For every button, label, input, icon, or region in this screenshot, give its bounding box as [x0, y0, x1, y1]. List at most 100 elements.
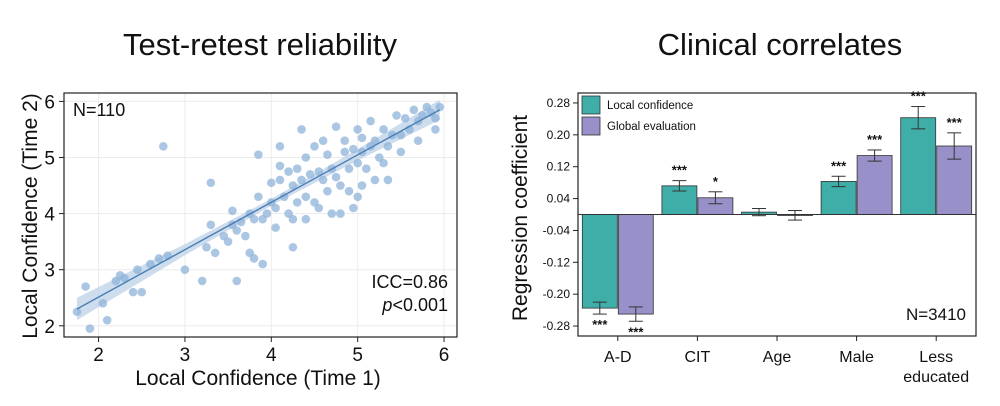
scatter-point-38 — [271, 203, 280, 213]
scatter-point-108 — [275, 161, 285, 171]
scatter-point-39 — [271, 223, 280, 232]
scatter-point-3 — [98, 299, 108, 308]
scatter-point-15 — [180, 265, 190, 274]
scatter-y-ticks: 2 3 4 5 6 — [44, 92, 64, 338]
scatter-point-66 — [331, 122, 341, 131]
scatter-y-tick-label-3: 5 — [44, 149, 55, 170]
bar-y-tick-label-5: -0.12 — [543, 255, 571, 269]
scatter-point-71 — [344, 164, 354, 174]
scatter-point-109 — [228, 206, 237, 216]
bar-error-bars — [592, 106, 962, 322]
scatter-point-96 — [413, 136, 423, 145]
scatter-point-47 — [292, 164, 302, 174]
bar-y-tick-label-6: -0.20 — [543, 287, 571, 301]
scatter-point-52 — [301, 214, 311, 224]
significance-0-1: *** — [628, 324, 644, 339]
scatter-point-46 — [288, 214, 298, 224]
bar-a-d-series-0 — [581, 214, 618, 309]
scatter-point-105 — [245, 248, 255, 258]
scatter-point-34 — [258, 259, 267, 269]
scatter-point-89 — [392, 111, 401, 120]
scatter-point-60 — [318, 136, 328, 145]
scatter-point-72 — [344, 186, 354, 196]
legend-swatch-0 — [581, 95, 601, 115]
scatter-point-59 — [318, 175, 328, 185]
significance-3-0: *** — [831, 158, 847, 173]
scatter-point-73 — [349, 144, 358, 154]
legend-label-0: Local confidence — [607, 100, 693, 112]
scatter-point-57 — [314, 167, 324, 176]
scatter-point-29 — [249, 214, 259, 224]
scatter-point-54 — [305, 170, 315, 179]
scatter-point-107 — [379, 158, 388, 168]
scatter-point-103 — [357, 181, 367, 190]
scatter-y-tick-label-0: 2 — [44, 317, 55, 338]
scatter-point-78 — [357, 133, 367, 143]
scatter-x-tick-label-1: 3 — [180, 345, 191, 366]
scatter-point-43 — [284, 167, 293, 176]
bar-significance-labels: *** ******************* — [592, 89, 963, 340]
scatter-point-65 — [331, 172, 341, 182]
scatter-point-81 — [366, 116, 375, 126]
scatter-point-106 — [349, 203, 358, 213]
scatter-point-0 — [72, 307, 82, 317]
scatter-point-10 — [137, 287, 147, 297]
scatter-point-70 — [340, 136, 350, 145]
p-value-threshold: <0.001 — [392, 295, 448, 315]
scatter-point-68 — [336, 209, 345, 218]
scatter-point-48 — [292, 198, 302, 207]
bar-x-tick-label-0: A-D — [604, 349, 632, 366]
bar-y-axis-label: Regression coefficient — [509, 115, 532, 321]
scatter-plot-frame — [63, 92, 458, 338]
scatter-point-67 — [336, 181, 345, 190]
p-value-label: p<0.001 — [381, 295, 448, 315]
scatter-y-tick-label-1: 3 — [44, 261, 55, 282]
icc-label: ICC=0.86 — [371, 272, 448, 292]
scatter-point-85 — [379, 125, 388, 134]
significance-4-1: *** — [947, 115, 963, 130]
scatter-point-76 — [353, 192, 362, 202]
scatter-point-9 — [133, 265, 142, 274]
scatter-point-11 — [146, 259, 155, 269]
bar-y-tick-label-2: 0.12 — [547, 160, 571, 174]
scatter-title: Test-retest reliability — [123, 27, 397, 62]
scatter-point-2 — [85, 324, 95, 333]
significance-3-1: *** — [867, 132, 883, 147]
scatter-point-86 — [383, 175, 393, 185]
scatter-x-tick-label-2: 4 — [266, 345, 277, 366]
scatter-point-53 — [301, 153, 311, 162]
bar-y-tick-label-3: 0.04 — [547, 192, 571, 206]
scatter-point-1 — [81, 282, 90, 291]
scatter-point-102 — [435, 102, 445, 112]
scatter-point-22 — [223, 237, 233, 246]
scatter-point-32 — [254, 150, 263, 160]
scatter-x-ticks: 2 3 4 5 6 — [93, 337, 449, 366]
scatter-point-51 — [301, 192, 311, 202]
scatter-point-18 — [206, 220, 216, 230]
scatter-point-13 — [159, 141, 168, 151]
scatter-point-35 — [262, 209, 272, 218]
bar-x-tick-label-2: Age — [763, 349, 792, 366]
scatter-fit-line — [76, 109, 441, 310]
bar-y-tick-label-7: -0.28 — [543, 319, 571, 333]
scatter-point-8 — [128, 287, 138, 297]
scatter-point-79 — [362, 164, 371, 174]
scatter-y-tick-label-2: 4 — [44, 205, 55, 226]
scatter-point-40 — [275, 175, 285, 185]
scatter-x-tick-label-3: 5 — [352, 345, 363, 366]
bar-y-tick-label-4: -0.04 — [543, 223, 571, 237]
scatter-point-82 — [370, 175, 380, 185]
scatter-point-49 — [297, 175, 306, 185]
scatter-point-75 — [353, 125, 362, 134]
bar-legend: Local confidence Global evaluation — [581, 95, 696, 136]
scatter-point-104 — [288, 242, 298, 252]
bar-male-series-1 — [856, 155, 893, 215]
scatter-point-94 — [409, 105, 419, 115]
scatter-point-17 — [202, 242, 211, 252]
bar-x-tick-label-4: Less — [919, 349, 953, 366]
scatter-point-87 — [383, 141, 393, 151]
scatter-point-100 — [431, 125, 440, 134]
scatter-point-25 — [232, 276, 242, 286]
bar-x-tick-sublabel-4: educated — [903, 369, 969, 386]
